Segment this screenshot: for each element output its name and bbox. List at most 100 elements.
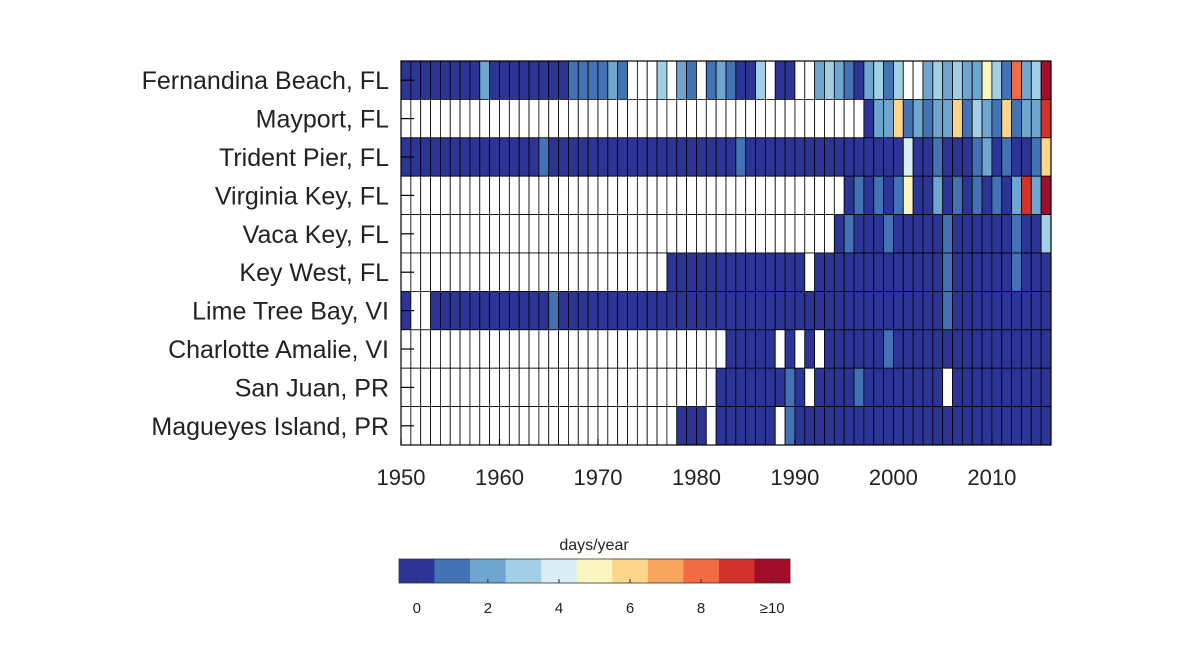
heatmap-cell: [804, 290, 816, 331]
heatmap-cell: [607, 406, 619, 446]
heatmap-cell: [755, 60, 766, 100]
heatmap-cell: [499, 137, 510, 177]
heatmap-cell: [420, 99, 431, 139]
heatmap-cell: [558, 329, 569, 369]
heatmap-cell: [873, 214, 884, 254]
heatmap-cell: [587, 329, 599, 369]
heatmap-cell: [469, 367, 481, 408]
heatmap-cell: [843, 252, 855, 292]
heatmap-cell: [548, 175, 559, 215]
heatmap-cell: [971, 329, 983, 369]
heatmap-cell: [912, 290, 924, 331]
heatmap-cell: [597, 60, 609, 100]
heatmap-cell: [833, 137, 845, 177]
heatmap-cell: [597, 329, 609, 369]
heatmap-cell: [1011, 175, 1022, 215]
heatmap-cell: [666, 175, 678, 215]
heatmap-cell: [607, 175, 619, 215]
heatmap-cell: [952, 290, 963, 331]
heatmap-cell: [656, 60, 668, 100]
heatmap-cell: [715, 329, 727, 369]
heatmap-cell: [981, 214, 993, 254]
heatmap-cell: [794, 99, 806, 139]
colorbar-segment: [576, 559, 613, 583]
heatmap-cell: [912, 175, 924, 215]
heatmap-cell: [538, 99, 550, 139]
heatmap-cell: [469, 252, 481, 292]
heatmap-cell: [538, 367, 550, 408]
heatmap-cell: [991, 252, 1003, 292]
heatmap-cell: [853, 214, 865, 254]
heatmap-cell: [459, 175, 471, 215]
heatmap-cell: [804, 175, 816, 215]
heatmap-cell: [558, 214, 569, 254]
heatmap-cell: [715, 406, 727, 446]
heatmap-cell: [922, 214, 934, 254]
heatmap-cell: [883, 214, 894, 254]
heatmap-cell: [607, 137, 619, 177]
heatmap-cell: [1021, 290, 1032, 331]
heatmap-cell: [942, 406, 953, 446]
heatmap-cell: [912, 60, 924, 100]
heatmap-cell: [804, 60, 816, 100]
heatmap-cell: [627, 214, 638, 254]
heatmap-cell: [715, 290, 727, 331]
row-label: Lime Tree Bay, VI: [192, 298, 389, 326]
heatmap-cell: [961, 406, 973, 446]
heatmap-cell: [814, 252, 825, 292]
heatmap-cell: [439, 60, 451, 100]
heatmap-cell: [469, 290, 481, 331]
heatmap-cell: [587, 406, 599, 446]
row-label: Trident Pier, FL: [219, 144, 389, 172]
heatmap-cell: [853, 175, 865, 215]
heatmap-cell: [745, 137, 756, 177]
heatmap-cell: [932, 99, 944, 139]
heatmap-cell: [479, 214, 491, 254]
heatmap-cell: [577, 290, 589, 331]
heatmap-cell: [568, 252, 579, 292]
heatmap-cell: [558, 137, 569, 177]
heatmap-cell: [686, 252, 697, 292]
row-label: Charlotte Amalie, VI: [168, 336, 389, 364]
heatmap-cell: [971, 406, 983, 446]
heatmap-cell: [961, 367, 973, 408]
heatmap-cell: [636, 329, 648, 369]
heatmap-cell: [528, 367, 540, 408]
heatmap-cell: [971, 290, 983, 331]
heatmap-cell: [538, 329, 550, 369]
heatmap-cell: [705, 329, 717, 369]
heatmap-cell: [577, 214, 589, 254]
heatmap-cell: [508, 367, 520, 408]
heatmap-cell: [902, 60, 914, 100]
row-label: Fernandina Beach, FL: [142, 67, 389, 95]
heatmap-cell: [696, 367, 707, 408]
heatmap-cell: [873, 329, 884, 369]
heatmap-cell: [932, 290, 944, 331]
heatmap-cell: [499, 406, 510, 446]
heatmap-cell: [912, 367, 924, 408]
heatmap-cell: [833, 175, 845, 215]
heatmap-cell: [912, 329, 924, 369]
heatmap-cell: [764, 137, 776, 177]
heatmap-cell: [686, 137, 697, 177]
heatmap-cell: [922, 329, 934, 369]
heatmap-cell: [676, 99, 688, 139]
heatmap-cell: [961, 290, 973, 331]
heatmap-cell: [764, 367, 776, 408]
heatmap-cell: [1001, 252, 1013, 292]
heatmap-cell: [824, 99, 835, 139]
heatmap-cell: [774, 60, 786, 100]
heatmap-cell: [774, 406, 786, 446]
heatmap-cell: [568, 406, 579, 446]
heatmap-cell: [971, 367, 983, 408]
heatmap-cell: [636, 175, 648, 215]
heatmap-cell: [587, 290, 599, 331]
heatmap-cell: [784, 329, 796, 369]
heatmap-cell: [735, 99, 747, 139]
heatmap-cell: [883, 252, 894, 292]
heatmap-cell: [696, 137, 707, 177]
heatmap-cell: [1030, 137, 1042, 177]
heatmap-cell: [952, 252, 963, 292]
heatmap-cell: [558, 406, 569, 446]
heatmap-cell: [745, 406, 756, 446]
